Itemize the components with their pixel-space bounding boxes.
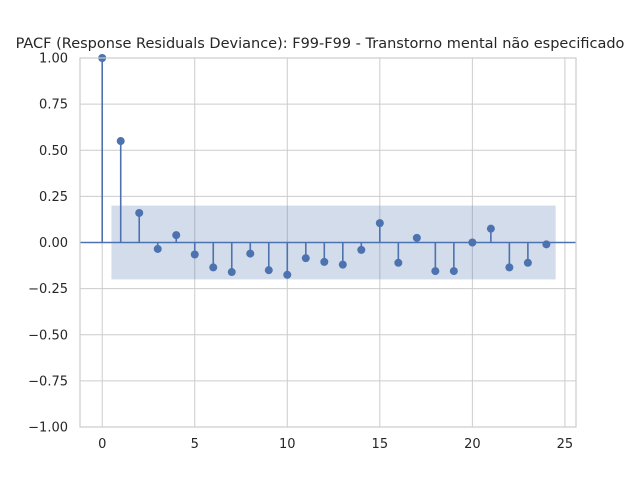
marker-lag-14: [357, 245, 366, 254]
x-tick-label: 15: [372, 437, 389, 452]
y-tick-label: 0.75: [39, 98, 68, 113]
marker-lag-11: [301, 254, 310, 263]
plot-frame: [79, 57, 577, 428]
x-tick-label: 10: [279, 437, 296, 452]
marker-lag-1: [116, 137, 125, 146]
x-tick-label: 20: [464, 437, 481, 452]
y-tick-label: 0.00: [39, 236, 68, 251]
marker-lag-18: [431, 267, 440, 276]
y-tick-label: −1.00: [28, 421, 68, 436]
x-tick-label: 5: [191, 437, 199, 452]
marker-lag-24: [542, 240, 551, 249]
y-tick-label: 0.50: [39, 144, 68, 159]
marker-lag-15: [375, 219, 384, 228]
markers-layer: [98, 54, 551, 279]
axes-frame: [79, 57, 577, 428]
y-tick-labels: −1.00 −0.75 −0.50 −0.25 0.00 0.25 0.50 0.75 1.00: [28, 52, 68, 436]
marker-lag-7: [227, 268, 236, 277]
marker-lag-4: [172, 231, 181, 240]
x-tick-label: 0: [98, 437, 106, 452]
marker-lag-17: [412, 233, 421, 242]
x-tick-labels: 0 5 10 15 20 25: [98, 437, 573, 452]
marker-lag-2: [135, 208, 144, 217]
marker-lag-9: [264, 266, 273, 275]
marker-lag-6: [209, 263, 218, 272]
y-tick-label: −0.50: [28, 328, 68, 343]
y-tick-label: −0.75: [28, 374, 68, 389]
marker-lag-20: [468, 238, 477, 247]
marker-lag-12: [320, 257, 329, 266]
marker-lag-19: [449, 267, 458, 276]
marker-lag-21: [486, 224, 495, 233]
x-tick-label: 25: [557, 437, 574, 452]
marker-lag-23: [523, 258, 532, 267]
marker-lag-3: [153, 244, 162, 253]
y-tick-label: −0.25: [28, 282, 68, 297]
marker-lag-22: [505, 263, 514, 272]
marker-lag-10: [283, 270, 292, 279]
marker-lag-8: [246, 249, 255, 258]
marker-lag-5: [190, 250, 199, 259]
y-tick-label: 0.25: [39, 190, 68, 205]
marker-lag-16: [394, 258, 403, 267]
marker-lag-13: [338, 260, 347, 269]
y-tick-label: 1.00: [39, 52, 68, 67]
chart-title: PACF (Response Residuals Deviance): F99-…: [16, 36, 625, 52]
